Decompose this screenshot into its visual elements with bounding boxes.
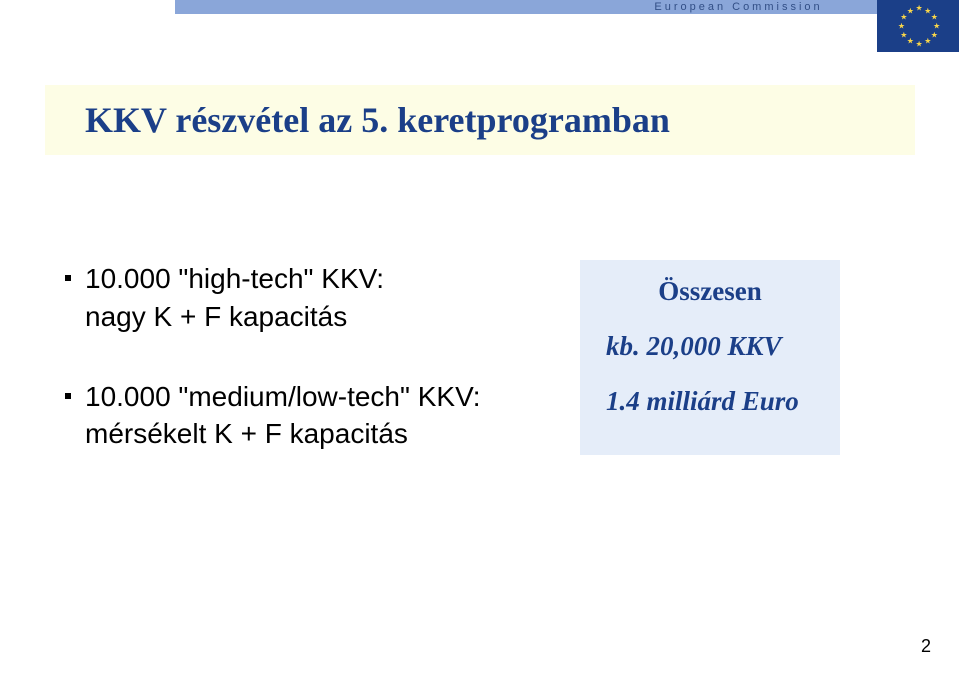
bullet-list: 10.000 "high-tech" KKV: nagy K + F kapac… xyxy=(65,260,525,453)
header: European Commission ★ ★ ★ ★ ★ ★ ★ ★ ★ ★ … xyxy=(175,0,959,52)
page-title: KKV részvétel az 5. keretprogramban xyxy=(85,99,670,141)
eu-flag-icon: ★ ★ ★ ★ ★ ★ ★ ★ ★ ★ ★ ★ xyxy=(877,0,959,52)
eu-flag-stars: ★ ★ ★ ★ ★ ★ ★ ★ ★ ★ ★ ★ xyxy=(898,6,938,46)
agency-label: European Commission xyxy=(654,1,822,13)
summary-total-sme: kb. 20,000 KKV xyxy=(606,331,822,362)
bullet-text: 10.000 "medium/low-tech" KKV: mérsékelt … xyxy=(85,378,480,454)
bullet-suffix: KKV: xyxy=(410,381,481,412)
bullet-quoted: "high-tech" xyxy=(178,263,313,294)
bullet-count: 10.000 xyxy=(85,263,178,294)
bullet-dot-icon xyxy=(65,393,71,399)
page-number: 2 xyxy=(921,636,931,657)
header-bar-left xyxy=(175,0,612,14)
bullet-count: 10.000 xyxy=(85,381,178,412)
bullet-line2: mérsékelt K + F kapacitás xyxy=(85,418,408,449)
bullet-dot-icon xyxy=(65,275,71,281)
summary-heading: Összesen xyxy=(598,276,822,307)
title-box: KKV részvétel az 5. keretprogramban xyxy=(45,85,915,155)
summary-box: Összesen kb. 20,000 KKV 1.4 milliárd Eur… xyxy=(580,260,840,455)
header-bar-right: European Commission xyxy=(612,0,877,14)
bullet-quoted: "medium/low-tech" xyxy=(178,381,410,412)
bullet-text: 10.000 "high-tech" KKV: nagy K + F kapac… xyxy=(85,260,384,336)
bullet-suffix: KKV: xyxy=(314,263,385,294)
list-item: 10.000 "high-tech" KKV: nagy K + F kapac… xyxy=(65,260,525,336)
list-item: 10.000 "medium/low-tech" KKV: mérsékelt … xyxy=(65,378,525,454)
bullet-line2: nagy K + F kapacitás xyxy=(85,301,347,332)
summary-total-euro: 1.4 milliárd Euro xyxy=(606,386,822,417)
